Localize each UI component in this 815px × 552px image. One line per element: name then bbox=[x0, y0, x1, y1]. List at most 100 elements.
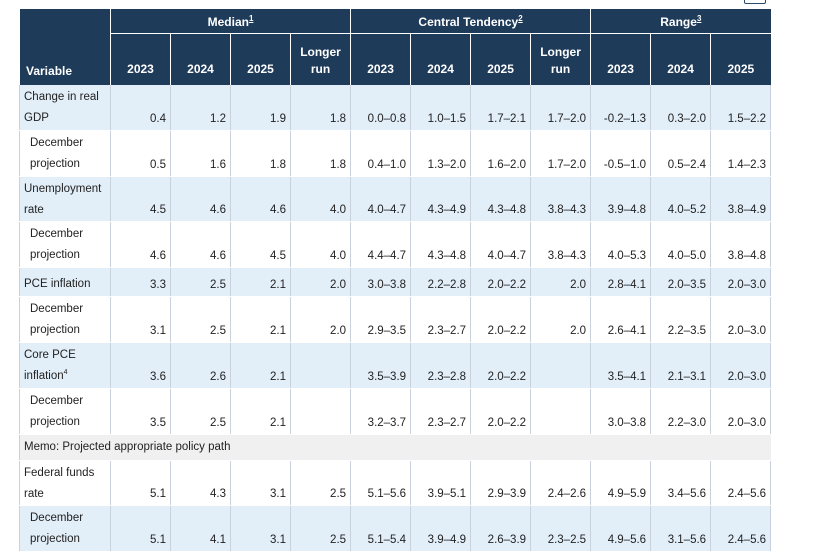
table-cell: 2.0 bbox=[289, 296, 351, 343]
table-cell: 1.2 bbox=[170, 85, 231, 131]
table-cell: 4.3–4.8 bbox=[410, 221, 471, 269]
table-cell: 1.5–2.2 bbox=[710, 85, 772, 131]
table-cell: 2.0–3.0 bbox=[710, 267, 772, 298]
row-label-text: Change in real GDP bbox=[24, 91, 99, 124]
table-cell: 4.1 bbox=[170, 505, 231, 552]
row-label: Federal funds rate bbox=[19, 460, 111, 507]
table-cell: 2.0–2.2 bbox=[470, 296, 531, 343]
header-median-label: Median bbox=[207, 14, 249, 29]
header-range-label: Range bbox=[660, 14, 697, 29]
footnote-link-1[interactable]: 1 bbox=[248, 13, 254, 23]
table-cell: 3.6 bbox=[110, 342, 171, 389]
header-range: Range3 bbox=[590, 8, 771, 34]
table-cell: 3.4–5.6 bbox=[650, 460, 711, 507]
table-cell: 4.9–5.6 bbox=[590, 505, 651, 552]
table-cell: 2.5 bbox=[289, 505, 351, 552]
table-cell: 2.2–3.5 bbox=[650, 296, 711, 343]
table-row: December projection 5.1 4.1 3.1 2.5 5.1–5.4 3.… bbox=[19, 505, 772, 552]
table-cell: 2.4–5.6 bbox=[710, 505, 772, 552]
table-cell: 4.5 bbox=[110, 176, 171, 223]
table-cell bbox=[289, 388, 351, 435]
row-label: Core PCE inflation4 bbox=[19, 342, 111, 389]
table-cell: 3.5–4.1 bbox=[590, 342, 651, 389]
row-label-text: December projection bbox=[30, 303, 84, 336]
table-cell: 2.3–2.8 bbox=[410, 342, 471, 389]
memo-row: Memo: Projected appropriate policy path bbox=[18, 434, 771, 461]
table-cell: 4.9–5.9 bbox=[590, 460, 651, 507]
table-cell: 2.2–2.8 bbox=[410, 267, 471, 298]
table-cell: 0.5 bbox=[110, 130, 171, 177]
subheader-range-2024: 2024 bbox=[650, 33, 711, 85]
table-cell: 2.1 bbox=[230, 342, 291, 389]
table-cell: 1.0–1.5 bbox=[410, 85, 471, 131]
header-central-label: Central Tendency bbox=[418, 14, 519, 29]
table-cell: 2.6–4.1 bbox=[590, 296, 651, 343]
row-label: December projection bbox=[19, 221, 111, 269]
table-cell: 4.0 bbox=[289, 221, 351, 269]
footnote-link-3[interactable]: 3 bbox=[696, 13, 702, 23]
subheader-central-longer-run: Longer run bbox=[530, 33, 591, 85]
table-cell: 5.1 bbox=[110, 460, 171, 507]
table-cell: 1.7–2.0 bbox=[530, 85, 591, 131]
table-cell: 1.6–2.0 bbox=[470, 130, 531, 177]
table-cell: 2.6 bbox=[170, 342, 231, 389]
table-cell: 2.0–2.2 bbox=[470, 342, 531, 389]
subheader-median-2025: 2025 bbox=[230, 33, 291, 85]
subheader-central-2025: 2025 bbox=[470, 33, 531, 85]
table-cell: 2.4–2.6 bbox=[530, 460, 591, 507]
table-cell: 2.8–4.1 bbox=[590, 267, 651, 298]
row-label-text: Federal funds rate bbox=[24, 466, 95, 500]
table-body: Change in real GDP 0.4 1.2 1.9 1.8 0.0–0.8 1.0… bbox=[18, 85, 772, 552]
table-cell: 2.1–3.1 bbox=[650, 342, 711, 389]
row-label-text: Core PCE inflation bbox=[24, 348, 76, 382]
row-footnote-link[interactable]: 4 bbox=[63, 368, 68, 376]
table-cell: 3.1 bbox=[230, 460, 291, 507]
header-variable: Variable bbox=[19, 8, 111, 85]
table-cell: 1.8 bbox=[289, 85, 351, 131]
table-cell: 0.5–2.4 bbox=[650, 130, 711, 177]
row-label-text: December projection bbox=[30, 228, 84, 262]
row-label: Unemployment rate bbox=[19, 176, 111, 223]
table-cell: 3.8–4.8 bbox=[710, 221, 772, 269]
subheader-central-2023: 2023 bbox=[350, 33, 411, 85]
table-cell: 2.5 bbox=[170, 296, 231, 343]
table-cell: 3.9–4.8 bbox=[590, 176, 651, 223]
table-cell: 0.4 bbox=[110, 85, 171, 131]
table-cell: 2.0–2.2 bbox=[470, 267, 531, 298]
footnote-link-2[interactable]: 2 bbox=[518, 13, 523, 23]
row-label-text: December projection bbox=[30, 136, 84, 170]
table-cell: 1.7–2.1 bbox=[470, 85, 531, 131]
table-cell: 4.0–5.2 bbox=[650, 176, 711, 223]
table-cell: 2.3–2.5 bbox=[530, 505, 591, 552]
table-cell: 4.6 bbox=[170, 176, 231, 223]
table-row: December projection 3.1 2.5 2.1 2.0 2.9–3.5 2.… bbox=[19, 296, 772, 343]
table-cell: 4.0–5.3 bbox=[590, 221, 651, 269]
table-cell: 2.5 bbox=[170, 267, 231, 298]
economic-projections-table: Variable Median1 Central Tendency2 Range… bbox=[18, 8, 772, 552]
subheader-median-2024: 2024 bbox=[170, 33, 231, 85]
table-cell: 0.0–0.8 bbox=[350, 85, 411, 131]
table-cell: 3.0–3.8 bbox=[590, 388, 651, 435]
table-cell: 4.5 bbox=[230, 221, 291, 269]
table-cell: 2.1 bbox=[230, 296, 291, 343]
table-cell: 2.5 bbox=[170, 388, 231, 435]
table-cell: 1.6 bbox=[170, 130, 231, 177]
row-label: December projection bbox=[19, 505, 111, 552]
table-cell: 3.1 bbox=[230, 505, 291, 552]
table-cell: 3.5–3.9 bbox=[350, 342, 411, 389]
table-cell bbox=[530, 342, 591, 389]
table-cell: 2.0–2.2 bbox=[470, 388, 531, 435]
row-label: December projection bbox=[19, 388, 111, 435]
table-cell bbox=[289, 342, 351, 389]
table-cell: 2.0–3.5 bbox=[650, 267, 711, 298]
table-cell: 4.0–4.7 bbox=[470, 221, 531, 269]
table-cell: 3.9–4.9 bbox=[410, 505, 471, 552]
table-cell: 2.0–3.0 bbox=[710, 342, 772, 389]
table-cell: 3.5 bbox=[110, 388, 171, 435]
table-cell bbox=[530, 388, 591, 435]
table-row: December projection 3.5 2.5 2.1 3.2–3.7 2.3–2… bbox=[19, 388, 772, 435]
table-cell: 1.7–2.0 bbox=[530, 130, 591, 177]
table-cell: 1.9 bbox=[230, 85, 291, 131]
header-median: Median1 bbox=[109, 8, 351, 34]
table-row: December projection 4.6 4.6 4.5 4.0 4.4–4.7 4.… bbox=[19, 221, 772, 269]
